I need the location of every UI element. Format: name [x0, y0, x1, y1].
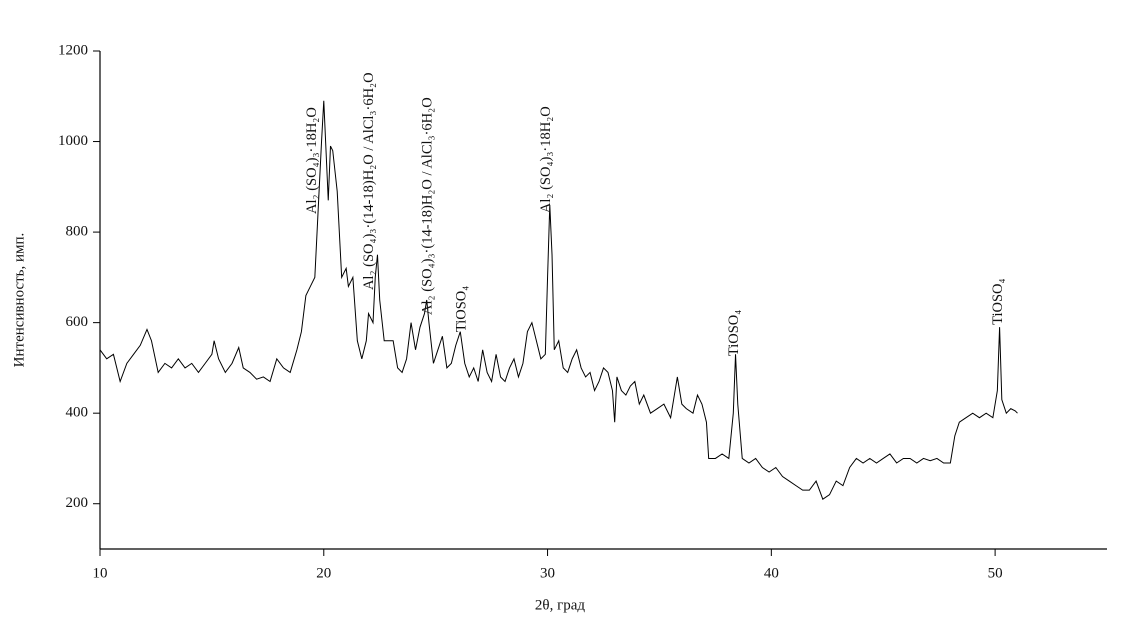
x-tick-label: 30	[540, 565, 555, 581]
y-tick-label: 600	[66, 314, 89, 330]
xrd-line	[99, 100, 1018, 500]
x-tick-label: 10	[93, 565, 108, 581]
x-tick-label: 20	[316, 565, 331, 581]
peak-annotation: TiOSO₄	[453, 286, 469, 332]
y-tick-label: 1000	[58, 133, 88, 149]
y-tick-label: 200	[66, 495, 89, 511]
peak-annotation: TiOSO₄	[726, 310, 742, 356]
x-tick-label: 40	[764, 565, 779, 581]
peak-annotation: Al₂ (SO₄)₃·(14-18)H₂O / AlCl₃·6H₂O	[419, 97, 435, 315]
peak-annotation: TiOSO₄	[990, 278, 1006, 324]
y-axis-label: Интенсивность, имп.	[11, 233, 27, 368]
y-tick-label: 400	[66, 405, 89, 421]
x-tick-label: 50	[988, 565, 1003, 581]
peak-annotation: Al₂ (SO₄)₃·18H₂O	[538, 106, 554, 213]
peak-annotation: Al₂ (SO₄)₃·18H₂O	[304, 107, 320, 214]
x-axis-label: 2θ, град	[535, 597, 585, 613]
y-tick-label: 800	[66, 224, 89, 240]
y-tick-label: 1200	[58, 42, 88, 58]
peak-annotation: Al₂ (SO₄)₃·(14-18)H₂O / AlCl₃·6H₂O	[361, 72, 377, 290]
